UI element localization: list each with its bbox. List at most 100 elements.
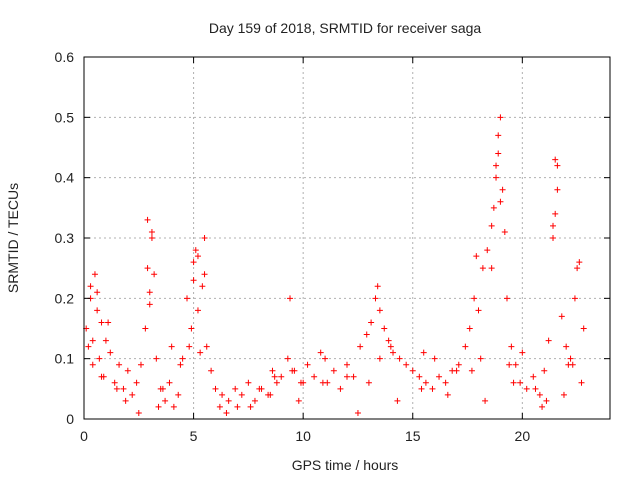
data-point [368,319,375,326]
data-point [495,150,502,157]
data-point [444,391,451,398]
data-point [365,379,372,386]
data-point [278,373,285,380]
data-point [85,343,92,350]
data-point [578,379,585,386]
data-point [269,367,276,374]
data-point [137,361,144,368]
data-point [571,295,578,302]
data-point [247,403,254,410]
y-tick-label: 0.5 [55,109,75,125]
data-point [175,391,182,398]
data-point [96,355,103,362]
data-point [162,397,169,404]
y-tick-label: 0.3 [55,230,75,246]
data-point [287,295,294,302]
data-point [539,403,546,410]
data-point [98,319,105,326]
data-point [482,397,489,404]
data-point [273,379,280,386]
data-point [94,289,101,296]
data-point [122,397,129,404]
data-point [344,373,350,380]
data-point [563,343,570,350]
data-point [133,379,140,386]
data-point [113,385,120,392]
data-point [203,343,210,350]
data-point [245,379,252,386]
data-point [284,355,291,362]
data-point [168,343,175,350]
data-point [510,379,517,386]
data-point [201,235,208,241]
data-point [420,349,427,356]
data-point [192,247,199,254]
data-point [295,397,302,404]
data-point [330,367,337,374]
data-point [357,343,364,350]
y-tick-label: 0 [66,411,74,427]
data-point [418,385,425,392]
data-point [569,361,576,368]
data-point [179,355,186,362]
y-tick-label: 0.2 [55,290,75,306]
data-point [194,307,201,314]
data-point [541,367,548,374]
data-point [98,373,105,380]
data-point [194,253,201,260]
data-point [493,174,500,181]
data-point [142,325,149,332]
data-point [374,283,381,290]
data-point [387,343,394,350]
data-point [543,397,550,404]
data-point [232,385,239,392]
data-point [477,355,484,362]
data-point [219,391,226,398]
data-point [199,283,206,290]
x-tick-label: 15 [405,428,421,444]
data-point [554,186,561,193]
data-point [462,343,469,350]
data-point [376,307,383,314]
data-point [170,403,177,410]
data-point [148,235,155,241]
data-point [372,295,379,302]
data-point [350,373,357,380]
data-point [89,361,96,368]
data-point [146,289,153,296]
data-point [146,301,153,308]
data-point [159,385,166,392]
data-point [567,355,574,362]
data-point [89,337,96,344]
data-point [188,325,195,332]
data-point [186,343,193,350]
data-point [223,409,230,416]
data-point [304,361,311,368]
data-point [523,385,530,392]
data-point [151,271,158,278]
data-point [148,228,155,235]
x-tick-label: 0 [80,428,88,444]
data-point [135,409,142,416]
x-tick-label: 5 [190,428,198,444]
ticks-layer: 0 0.1 0.2 0.3 0.4 0.5 0.6 0 5 10 15 20 [55,49,610,444]
data-point [396,355,403,362]
data-point [497,198,504,205]
data-point [473,253,480,260]
data-point [256,385,263,392]
data-point [455,361,462,368]
data-point [166,379,173,386]
data-point [271,373,278,380]
data-point [225,397,232,404]
data-point [212,385,219,392]
data-point [497,114,504,121]
data-point [484,247,491,254]
data-point [422,379,429,386]
x-axis-label: GPS time / hours [292,457,399,473]
data-point [153,355,160,362]
data-point [488,265,495,272]
data-point [576,259,583,266]
data-point [475,307,482,314]
data-point [94,307,101,314]
data-point [416,373,423,380]
